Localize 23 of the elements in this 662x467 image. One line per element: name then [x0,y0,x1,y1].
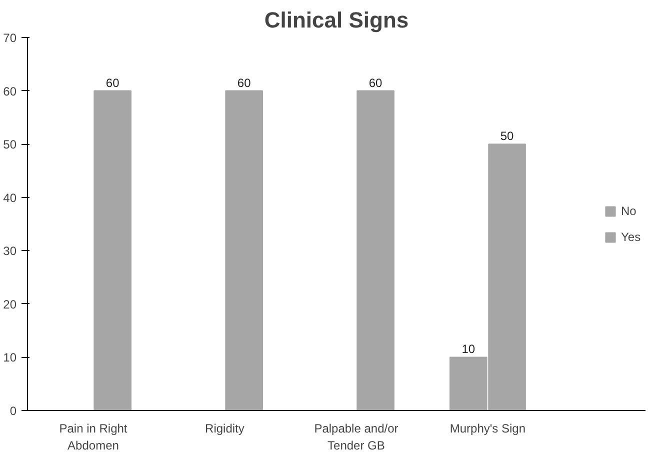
y-tick-label: 20 [3,297,17,312]
x-tick-label: Pain in Right Abdomen [59,422,128,452]
y-tick-label: 70 [3,31,17,45]
bar [225,90,263,410]
data-label: 60 [237,76,252,90]
x-tick-label: Murphy's Sign [450,422,526,436]
y-tick-label: 50 [3,138,17,152]
y-tick-label: 10 [3,350,17,365]
chart-title: Clinical Signs [264,8,409,32]
data-label: 10 [462,342,476,356]
y-tick-label: 40 [3,190,17,205]
y-tick-label: 30 [3,244,17,258]
y-tick-label: 0 [10,404,17,418]
x-tick-label: Rigidity [205,422,244,436]
x-tick-label: Palpable and/or Tender GB [314,422,398,452]
legend-label: No [621,204,638,218]
data-label: 60 [368,76,383,90]
bar [356,90,394,410]
legend-label: Yes [621,230,641,244]
data-label: 50 [500,129,514,144]
y-tick-label: 60 [3,84,17,98]
bar [94,90,132,410]
data-label: 60 [106,76,120,90]
